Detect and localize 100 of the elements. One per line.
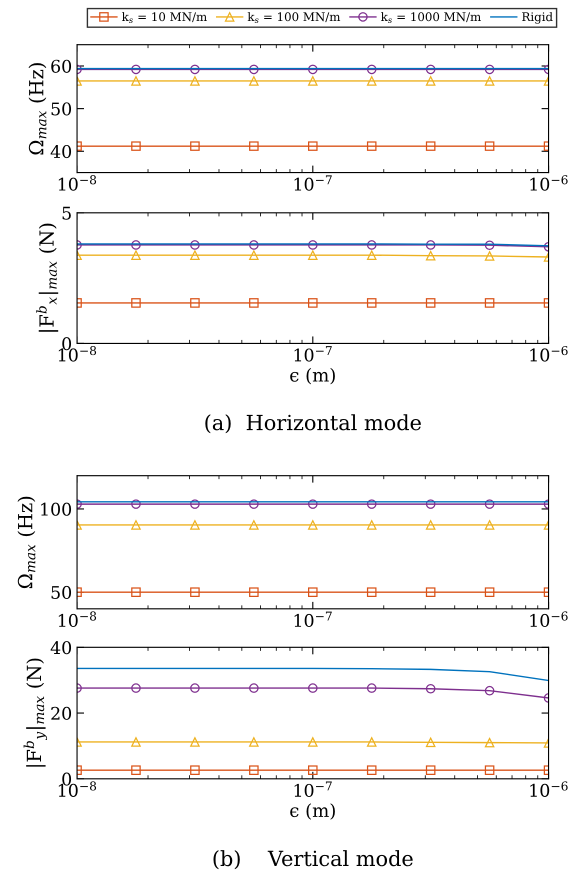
point [308, 64, 318, 74]
point [308, 587, 318, 597]
point [366, 765, 377, 776]
point [249, 683, 259, 693]
point [426, 587, 436, 597]
point [190, 737, 200, 747]
point [249, 76, 259, 86]
legend-label: k$_{s}$ = 100 MN/m [248, 12, 340, 23]
y-axis-title: |F$^{b}$$_{x}$|$_{max}$ (N) [36, 224, 58, 332]
text: (a) Horizontal mode [205, 414, 421, 434]
point [190, 240, 200, 250]
x-axis-title: ϵ (m) [290, 803, 335, 820]
y-axis-title: Ω$_{max}$ (Hz) [28, 63, 46, 154]
point [308, 298, 318, 308]
point [190, 141, 200, 151]
point [249, 587, 259, 597]
point [308, 141, 318, 151]
point [366, 298, 377, 308]
point [131, 141, 141, 151]
y-axis-title: |F$^{b}$$_{y}$|$_{max}$ (N) [24, 658, 48, 767]
x-tick-label: 10$^{−6}$ [530, 611, 568, 627]
point [249, 765, 259, 776]
point [366, 520, 377, 530]
point [249, 141, 259, 151]
point [426, 765, 436, 776]
point [131, 76, 141, 86]
line-series [77, 668, 549, 682]
y-tick-label: 100 [41, 502, 72, 516]
x-tick-label: 10$^{−8}$ [58, 175, 96, 191]
point [484, 240, 494, 250]
y-tick-label: 5 [62, 206, 71, 220]
point [131, 499, 141, 509]
point [190, 76, 200, 86]
point [131, 64, 141, 74]
x-tick-label: 10$^{−7}$ [294, 612, 332, 628]
y-tick-label: 40 [50, 144, 72, 158]
text: (b) Vertical mode [214, 850, 413, 870]
point [249, 499, 259, 509]
point [131, 737, 141, 747]
point [484, 520, 494, 530]
point [426, 141, 436, 151]
point [426, 64, 436, 74]
point [131, 587, 141, 597]
point [484, 686, 494, 696]
x-tick-label: 10$^{−7}$ [294, 175, 332, 191]
point [308, 765, 318, 776]
x-tick-label: 10$^{−6}$ [530, 781, 568, 797]
point [426, 76, 436, 86]
point [308, 520, 318, 530]
point [484, 738, 494, 748]
y-tick-label: 20 [51, 706, 72, 720]
point [308, 499, 318, 509]
point [484, 141, 494, 151]
point [131, 298, 141, 308]
x-tick-label: 10$^{−6}$ [530, 346, 568, 362]
point [190, 587, 200, 597]
point [131, 765, 141, 776]
point [426, 298, 436, 308]
point [484, 76, 494, 86]
y-tick-label: 0 [62, 337, 72, 350]
point [131, 240, 141, 250]
point [131, 250, 141, 260]
y-tick-label: 0 [62, 772, 72, 786]
point [366, 250, 377, 260]
point [426, 250, 436, 260]
point [249, 520, 259, 530]
point [131, 520, 141, 530]
point [426, 520, 436, 530]
point [484, 64, 494, 74]
point [308, 250, 318, 260]
y-tick-label: 40 [50, 641, 72, 654]
x-tick-label: 10$^{−7}$ [294, 346, 332, 362]
point [484, 298, 494, 308]
point [426, 240, 436, 250]
point [484, 499, 494, 509]
point [249, 240, 259, 250]
point [249, 250, 259, 260]
point [190, 499, 200, 509]
point [249, 737, 259, 747]
y-tick-label: 50 [52, 586, 72, 600]
point [190, 520, 200, 530]
point [308, 737, 318, 747]
point [249, 298, 259, 308]
point [426, 499, 436, 509]
point [366, 499, 377, 509]
point [308, 683, 318, 693]
legend-label: k$_{s}$ = 1000 MN/m [380, 12, 481, 23]
point [426, 684, 436, 694]
x-axis-title: ϵ (m) [290, 368, 335, 384]
point [484, 251, 494, 261]
point [366, 64, 377, 74]
point [308, 240, 318, 250]
point [190, 765, 200, 776]
point [484, 765, 494, 776]
point [484, 587, 494, 597]
point [366, 737, 377, 747]
x-tick-label: 10$^{−6}$ [530, 175, 568, 191]
point [190, 683, 200, 693]
point [366, 141, 377, 151]
point [366, 76, 377, 86]
